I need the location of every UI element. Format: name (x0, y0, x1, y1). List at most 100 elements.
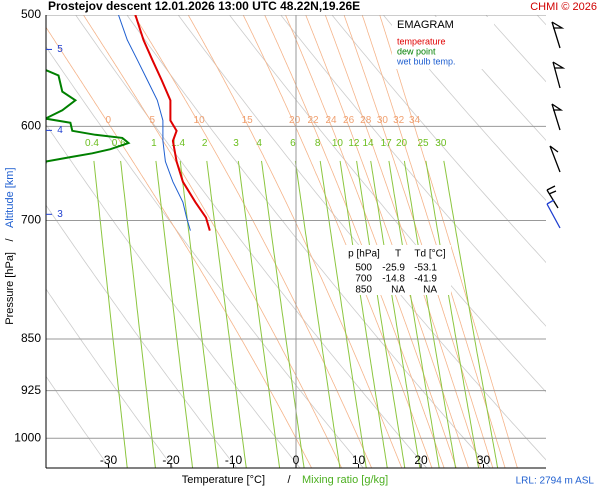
mixing-ratio-label: 0.6 (112, 138, 126, 149)
dry-adiabat (280, 15, 546, 327)
table-header: T (395, 249, 401, 260)
mixing-ratio-line (93, 160, 128, 468)
legend-entry: dew point (397, 46, 436, 56)
legend-entry: wet bulb temp. (396, 56, 456, 66)
y-tick-label: 500 (21, 7, 41, 21)
mixing-ratio-line (155, 160, 194, 468)
mixing-ratio-label: 3 (233, 138, 239, 149)
table-header: Td [°C] (414, 249, 445, 260)
altitude-tick-label: 3 (57, 209, 63, 220)
wind-barb (549, 145, 561, 173)
y-tick-label: 1000 (14, 430, 41, 444)
dry-adiabat (485, 15, 546, 83)
mixing-ratio-label: 25 (417, 138, 429, 149)
y-axis-label: Pressure [hPa] (4, 252, 16, 325)
altitude-tick-label: 4 (57, 125, 63, 136)
x-tick-label: 20 (414, 453, 428, 467)
mixing-ratio-line (179, 160, 219, 468)
wind-barbs (546, 21, 566, 229)
chart-title: Prostejov descent 12.01.2026 13:00 UTC 4… (48, 0, 360, 13)
moist-adiabat-label: 15 (242, 115, 254, 126)
table-cell: 500 (355, 263, 372, 274)
table-cell: 700 (355, 274, 372, 285)
legend-title: EMAGRAM (397, 19, 454, 31)
wind-barb (551, 21, 565, 49)
mixing-ratio-line (425, 160, 480, 468)
dry-adiabat (46, 375, 111, 468)
profile-line (46, 68, 131, 167)
moist-adiabat-label: 22 (307, 115, 319, 126)
moist-adiabat-label: 20 (289, 115, 301, 126)
moist-adiabat-label: 28 (360, 115, 372, 126)
table-header: p [hPa] (348, 249, 380, 260)
y-tick-label: 925 (21, 383, 41, 397)
moist-adiabat-label: 30 (377, 115, 389, 126)
x-axis-label: Temperature [°C] (182, 474, 265, 486)
footnote: LRL: 2794 m ASL (516, 476, 595, 487)
x-tick-label: 30 (477, 453, 491, 467)
moist-adiabat (242, 15, 433, 468)
moist-adiabat (46, 26, 312, 468)
mixing-ratio-label: 0.4 (85, 138, 99, 149)
dry-adiabat (434, 15, 546, 141)
mixing-ratio-line (356, 160, 406, 468)
moist-adiabat-label: 26 (343, 115, 355, 126)
dry-adiabat (46, 204, 237, 468)
wind-barb (546, 199, 561, 229)
table-box (343, 245, 451, 295)
x-axis-label-secondary: Mixing ratio [g/kg] (302, 474, 388, 486)
y-axis-label-group: Pressure [hPa] / Altitude [km] (4, 167, 16, 324)
table-cell: -14.8 (382, 274, 405, 285)
mixing-ratio-label: 14 (362, 138, 374, 149)
moist-adiabat-label: 10 (194, 115, 206, 126)
moist-adiabat-label: 5 (150, 115, 156, 126)
y-tick-label: 700 (21, 213, 41, 227)
mixing-ratio-label: 2 (202, 138, 208, 149)
dry-adiabat (382, 15, 546, 201)
moist-adiabat-label: 32 (393, 115, 405, 126)
mixing-ratio-label: 4 (256, 138, 262, 149)
moist-adiabat-label: 0 (106, 115, 112, 126)
wind-barb (551, 103, 564, 131)
profile-line (118, 15, 191, 231)
moist-adiabat (83, 15, 342, 468)
mixing-ratio-line (339, 160, 388, 468)
profiles (46, 15, 211, 231)
moist-adiabat-label: 34 (409, 115, 421, 126)
mixing-ratio-label: 1.4 (171, 138, 185, 149)
mixing-ratio-line (261, 160, 305, 468)
dry-adiabat (46, 288, 174, 468)
y-axis-label-secondary: Altitude [km] (4, 167, 16, 228)
moist-adiabat (379, 15, 518, 468)
table-cell: 850 (355, 285, 372, 296)
moist-adiabat (343, 15, 494, 468)
mixing-ratio-line (388, 160, 440, 468)
credit: CHMI © 2026 (530, 1, 597, 13)
moist-adiabat (133, 15, 373, 468)
dry-adiabat (126, 15, 491, 468)
mixing-ratio-label: 8 (315, 138, 321, 149)
dry-adiabat (536, 15, 546, 26)
table-cell: NA (391, 285, 405, 296)
y-tick-label: 850 (21, 331, 41, 345)
profile-line (134, 15, 211, 231)
mixing-ratio-line (206, 160, 247, 468)
x-tick-label: 10 (352, 453, 366, 467)
mixing-ratio-label: 12 (348, 138, 360, 149)
wind-barb (552, 61, 566, 89)
mixing-ratio-label: 17 (381, 138, 393, 149)
table-cell: -25.9 (382, 263, 405, 274)
mixing-ratio-label: 1 (151, 138, 157, 149)
background-lines: 0 5 10 15 20 22 24 26 28 30 32 340.4 0.6 1 1.4 2 3 4 6 8 10 1… (46, 15, 546, 468)
dry-adiabat (331, 15, 546, 264)
mixing-ratio-line (294, 160, 341, 468)
x-tick-label: 0 (293, 453, 300, 467)
mixing-ratio-line (319, 160, 367, 468)
mixing-ratio-line (403, 160, 457, 468)
wind-barb (546, 185, 559, 209)
dry-adiabat (229, 15, 546, 393)
moist-adiabat-label: 24 (325, 115, 337, 126)
legend-entry: temperature (397, 36, 446, 46)
legend-box (392, 17, 494, 69)
